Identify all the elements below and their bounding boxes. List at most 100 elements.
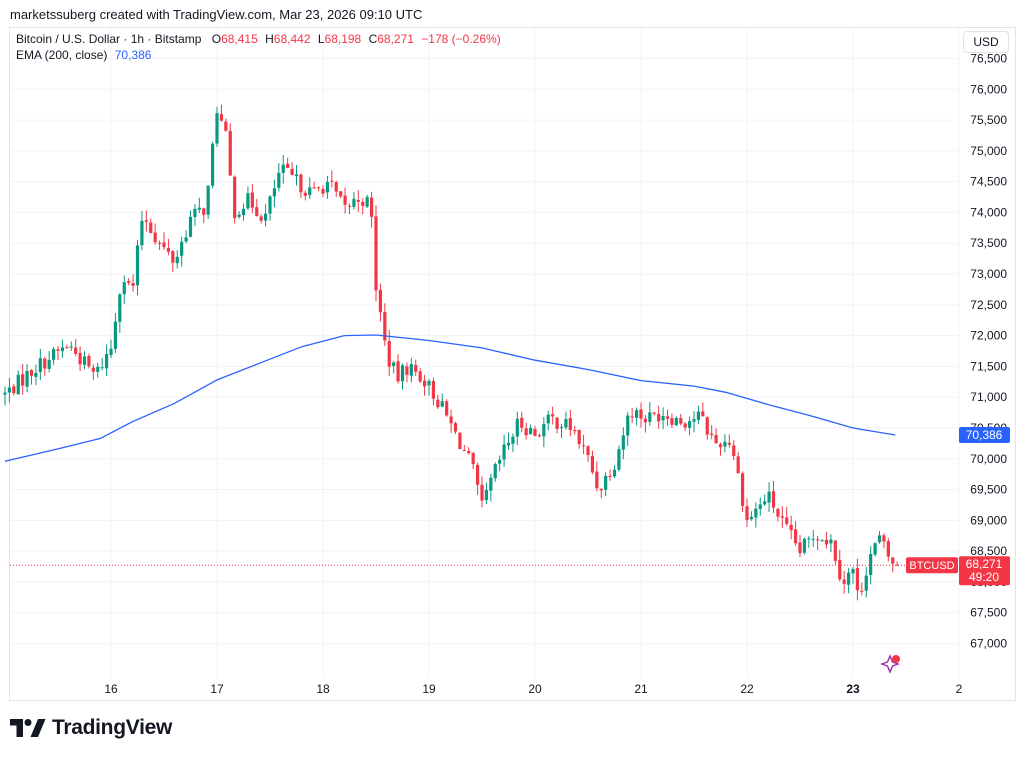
candle-body (740, 473, 745, 506)
candle-body (51, 349, 56, 360)
open-value: 68,415 (221, 32, 258, 46)
candle-body (104, 354, 109, 369)
y-tick-label: 71,500 (970, 359, 1007, 373)
candle-body (776, 508, 780, 517)
grid (10, 28, 960, 677)
x-tick-label: 20 (528, 682, 542, 696)
candle-body (749, 516, 754, 520)
candle-body (299, 174, 303, 193)
candle-body (60, 347, 65, 352)
ema-tag: 70,386 (966, 428, 1003, 442)
candle-body (405, 366, 409, 375)
candle-body (281, 164, 285, 173)
candle-body (546, 414, 550, 424)
candle-body (237, 214, 241, 217)
candle-body (657, 413, 661, 422)
sparkle-icon[interactable] (879, 654, 901, 674)
candle-body (767, 491, 771, 503)
candle-body (343, 195, 347, 205)
candle-body (639, 409, 643, 419)
candle-body (308, 187, 312, 196)
candle-body (347, 205, 352, 207)
sparkle-shape (879, 654, 901, 674)
candle-body (352, 198, 356, 207)
candle-body (87, 355, 91, 367)
candle-body (873, 543, 877, 555)
candle-body (334, 182, 338, 192)
candle-body (140, 220, 144, 246)
candle-body (617, 449, 621, 470)
candle-body (113, 321, 118, 349)
candle-body (224, 121, 228, 131)
candle-body (25, 370, 29, 387)
candle-body (427, 380, 431, 386)
candle-body (860, 590, 864, 592)
candle-body (484, 489, 489, 501)
candle-body (383, 312, 387, 341)
candle-body (877, 535, 882, 543)
candle-body (255, 207, 259, 216)
candle-body (449, 416, 453, 424)
candle-body (246, 193, 250, 209)
sparkle-badge (892, 655, 900, 663)
candles (3, 104, 899, 601)
chart-attribution: marketssuberg created with TradingView.c… (10, 7, 423, 22)
candle-body (34, 372, 38, 377)
tradingview-logo[interactable]: TradingView (10, 716, 172, 740)
candle-body (166, 248, 171, 252)
chart-frame (9, 27, 1016, 701)
candle-body (634, 410, 639, 418)
candle-body (648, 412, 652, 422)
candle-body (109, 348, 113, 355)
candle-body (727, 442, 731, 445)
candle-body (524, 428, 528, 436)
candle-body (763, 501, 767, 505)
candle-body (838, 559, 842, 580)
candle-body (771, 491, 776, 508)
candle-body (188, 216, 193, 237)
currency-button[interactable]: USD (963, 31, 1009, 53)
candle-body (233, 176, 237, 219)
candle-body (758, 504, 762, 509)
symbol-label[interactable]: Bitcoin / U.S. Dollar · 1h · Bitstamp (16, 32, 202, 46)
candle-body (670, 418, 674, 425)
candle-body (732, 445, 736, 457)
candle-body (520, 417, 524, 428)
candle-body (573, 429, 577, 432)
candle-body (886, 541, 890, 557)
candle-body (577, 429, 581, 445)
high-label: H (265, 32, 274, 46)
candle-body (56, 349, 60, 351)
x-tick-label: 16 (104, 682, 118, 696)
ema-label[interactable]: EMA (200, close) (16, 48, 108, 62)
candle-body (100, 367, 104, 369)
y-tick-label: 76,000 (970, 82, 1007, 96)
candle-body (21, 374, 25, 386)
candle-body (409, 364, 413, 376)
candle-body (321, 188, 325, 194)
price-tag: 68,271 (966, 557, 1003, 571)
tradingview-brand: TradingView (52, 716, 173, 739)
candle-body (780, 516, 784, 518)
candle-body (122, 282, 126, 295)
candle-body (294, 174, 299, 177)
candle-body (489, 477, 493, 491)
legend-ohlc: Bitcoin / U.S. Dollar · 1h · Bitstamp O6… (16, 32, 501, 46)
candle-body (581, 445, 586, 447)
y-tick-label: 75,500 (970, 113, 1007, 127)
candle-body (661, 416, 665, 421)
candle-body (38, 358, 42, 373)
candle-body (153, 232, 157, 243)
candle-body (422, 380, 427, 387)
candle-body (846, 572, 851, 585)
candle-body (193, 208, 197, 217)
y-tick-label: 74,500 (970, 175, 1007, 189)
candle-body (47, 359, 51, 369)
candle-body (356, 200, 360, 202)
y-tick-label: 71,000 (970, 390, 1007, 404)
price-tag-bg (959, 556, 1010, 586)
candle-body (467, 451, 471, 454)
y-tick-label: 74,000 (970, 205, 1007, 219)
